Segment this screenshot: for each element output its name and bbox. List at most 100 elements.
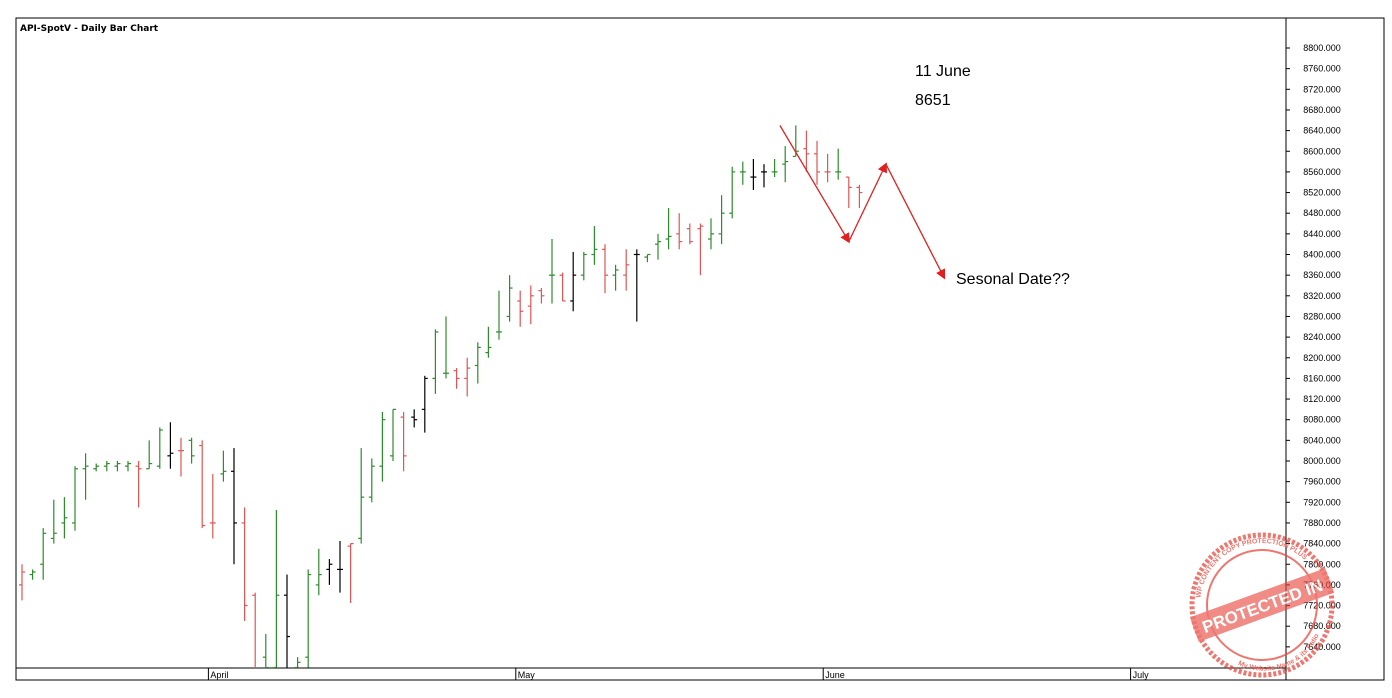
y-tick-label: 8640.000 xyxy=(1303,126,1341,136)
ohlc-bar xyxy=(347,542,354,603)
y-tick-label: 7840.000 xyxy=(1303,539,1341,549)
ohlc-bar xyxy=(782,146,789,183)
y-tick-label: 8520.000 xyxy=(1303,188,1341,198)
y-tick-label: 8280.000 xyxy=(1303,311,1341,321)
ohlc-bar xyxy=(337,541,343,593)
ohlc-bar xyxy=(103,461,110,472)
y-tick-label: 8160.000 xyxy=(1303,373,1341,383)
ohlc-bar xyxy=(125,461,131,472)
ohlc-bar xyxy=(220,450,227,482)
ohlc-bar xyxy=(644,253,651,263)
ohlc-bar xyxy=(824,153,831,183)
ohlc-bar xyxy=(623,249,630,291)
y-tick-label: 7640.000 xyxy=(1303,642,1341,652)
y-tick-label: 8680.000 xyxy=(1303,105,1341,115)
ohlc-bar xyxy=(82,453,89,500)
y-tick-label: 8400.000 xyxy=(1303,250,1341,260)
y-tick-label: 8080.000 xyxy=(1303,415,1341,425)
projection-arrows xyxy=(779,125,946,280)
ohlc-bar xyxy=(708,218,714,250)
ohlc-bar xyxy=(284,574,290,668)
ohlc-bar xyxy=(209,473,216,539)
ohlc-bar xyxy=(432,329,439,394)
ohlc-bar xyxy=(602,244,608,294)
ohlc-bar xyxy=(559,272,566,302)
ohlc-bar xyxy=(814,140,820,185)
ohlc-bar xyxy=(368,458,375,503)
ohlc-bar xyxy=(379,411,386,482)
ohlc-bar xyxy=(591,226,598,265)
ohlc-bar xyxy=(241,507,248,622)
chart-title: API-SpotV - Daily Bar Chart xyxy=(20,24,159,34)
stamp-band xyxy=(1189,568,1335,642)
x-month-label: June xyxy=(825,670,845,680)
y-tick-label: 7960.000 xyxy=(1303,477,1341,487)
ohlc-bar xyxy=(686,223,693,245)
projection-segment xyxy=(885,163,946,280)
annotation-note: Sesonal Date?? xyxy=(956,271,1070,288)
y-tick-label: 8040.000 xyxy=(1303,435,1341,445)
ohlc-bar xyxy=(835,148,842,180)
ohlc-bar xyxy=(506,275,513,322)
y-tick-label: 8480.000 xyxy=(1303,208,1341,218)
ohlc-bar xyxy=(485,326,492,358)
annotation-price: 8651 xyxy=(915,92,951,109)
ohlc-bar xyxy=(29,569,36,580)
ohlc-bar xyxy=(803,130,810,172)
ohlc-bar xyxy=(845,176,852,209)
ohlc-bar xyxy=(697,223,704,276)
ohlc-bar xyxy=(390,408,396,461)
y-tick-label: 7920.000 xyxy=(1303,497,1341,507)
ohlc-bar xyxy=(527,285,534,325)
ohlc-bar xyxy=(167,422,174,469)
ohlc-bar xyxy=(676,213,683,250)
ohlc-bar xyxy=(665,208,672,250)
ohlc-bar xyxy=(273,510,280,668)
price-axis: 8800.000 8760.000 8720.000 8680.000 8640.000… xyxy=(1286,43,1341,652)
ohlc-bar xyxy=(411,409,418,428)
y-tick-label: 8240.000 xyxy=(1303,332,1341,342)
y-tick-label: 7680.000 xyxy=(1303,621,1341,631)
ohlc-bar xyxy=(580,251,587,281)
y-tick-label: 8800.000 xyxy=(1303,43,1341,53)
ohlc-bar xyxy=(199,440,206,529)
ohlc-bar xyxy=(262,633,269,668)
y-tick-label: 7880.000 xyxy=(1303,518,1341,528)
y-tick-label: 8200.000 xyxy=(1303,353,1341,363)
y-tick-label: 7720.000 xyxy=(1303,601,1341,611)
ohlc-bar xyxy=(178,437,184,477)
ohlc-bar xyxy=(718,195,725,245)
ohlc-bar xyxy=(474,342,481,384)
ohlc-bar xyxy=(549,239,555,304)
ohlc-bar xyxy=(856,184,863,209)
ohlc-bar xyxy=(114,461,121,472)
ohlc-bar xyxy=(464,357,471,397)
ohlc-bar xyxy=(570,251,577,312)
projection-segment xyxy=(779,125,850,244)
ohlc-bar xyxy=(156,427,163,469)
projection-segment xyxy=(848,162,887,242)
ohlc-bar xyxy=(729,166,736,219)
ohlc-bar xyxy=(231,448,237,565)
ohlc-bar xyxy=(517,290,524,327)
ohlc-bar xyxy=(771,158,778,178)
ohlc-bar xyxy=(612,264,619,291)
annotation-date: 11 June xyxy=(915,63,971,80)
ohlc-bar xyxy=(315,548,322,596)
x-month-label: July xyxy=(1133,670,1150,680)
y-tick-label: 8720.000 xyxy=(1303,84,1341,94)
ohlc-bar xyxy=(400,411,407,472)
y-tick-label: 8560.000 xyxy=(1303,167,1341,177)
ohlc-bar xyxy=(305,569,312,668)
time-axis: April May June July xyxy=(207,668,1150,680)
ohlc-bar xyxy=(739,161,746,185)
y-tick-label: 8600.000 xyxy=(1303,146,1341,156)
ohlc-bar xyxy=(496,290,502,340)
y-tick-label: 8360.000 xyxy=(1303,270,1341,280)
ohlc-bar xyxy=(50,499,57,544)
ohlc-bar xyxy=(633,249,640,322)
price-bars xyxy=(19,125,863,668)
y-tick-label: 7800.000 xyxy=(1303,559,1341,569)
